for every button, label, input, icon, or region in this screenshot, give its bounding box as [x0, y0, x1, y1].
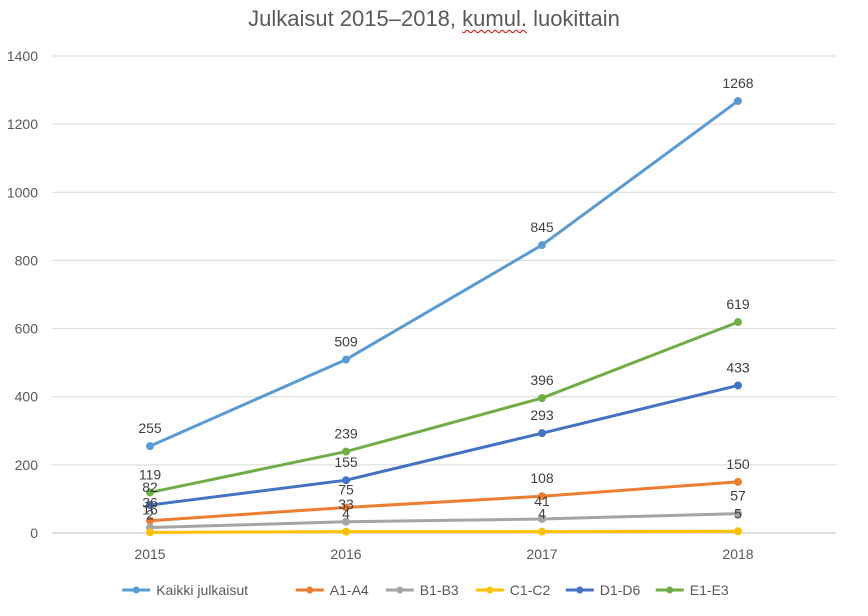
data-point: [734, 318, 742, 327]
y-tick-label: 0: [30, 525, 38, 541]
y-tick-label: 1000: [7, 184, 38, 200]
data-point: [342, 476, 350, 485]
data-point: [146, 501, 154, 510]
data-label: 36: [142, 495, 158, 511]
data-point: [734, 96, 742, 105]
data-point: [734, 477, 742, 486]
legend-swatch-marker: [486, 586, 494, 594]
data-label: 4: [342, 506, 350, 522]
y-tick-label: 1200: [7, 116, 38, 132]
title-part-3: luokittain: [526, 6, 620, 31]
data-label: 33: [338, 496, 354, 512]
title-part-1: Julkaisut 2015–2018,: [248, 6, 463, 31]
data-label: 2: [146, 506, 154, 522]
series-line-1: [148, 480, 740, 523]
y-tick-label: 200: [15, 457, 39, 473]
data-label: 293: [530, 407, 554, 423]
data-label: 255: [138, 420, 162, 436]
y-tick-label: 800: [15, 252, 39, 268]
data-point: [538, 394, 546, 403]
data-label: 155: [334, 454, 358, 470]
legend-entry-label: D1-D6: [600, 582, 641, 598]
series-line-4: [148, 383, 740, 507]
y-tick-label: 1400: [7, 48, 38, 64]
x-tick-label: 2015: [134, 546, 165, 562]
data-label: 396: [530, 372, 554, 388]
data-point: [538, 241, 546, 250]
data-point: [146, 528, 154, 537]
data-point: [342, 447, 350, 456]
legend-swatch-marker: [576, 586, 584, 594]
legend-entry-label: Kaikki julkaisut: [156, 582, 248, 598]
data-point: [342, 355, 350, 364]
data-point: [342, 527, 350, 536]
data-point: [734, 527, 742, 536]
data-point: [538, 515, 546, 524]
y-tick-label: 600: [15, 321, 39, 337]
data-point: [538, 492, 546, 501]
data-point: [734, 509, 742, 518]
data-point: [538, 527, 546, 536]
data-label: 5: [734, 505, 742, 521]
x-tick-label: 2016: [330, 546, 361, 562]
x-tick-label: 2018: [722, 546, 753, 562]
series-line-2: [148, 512, 740, 530]
series-line-0: [148, 99, 740, 448]
legend-swatch-marker: [396, 586, 404, 594]
title-part-2-spellcheck: kumul.: [462, 6, 527, 31]
data-point: [538, 429, 546, 438]
data-label: 119: [139, 466, 162, 482]
data-point: [734, 381, 742, 390]
series-line-5: [148, 320, 740, 494]
data-point: [146, 442, 154, 451]
legend-swatch-marker: [132, 586, 140, 594]
data-label: 4: [538, 506, 546, 522]
data-label: 82: [142, 479, 158, 495]
x-tick-label: 2017: [526, 546, 557, 562]
chart-title: Julkaisut 2015–2018, kumul. luokittain: [0, 6, 868, 32]
data-label: 433: [726, 359, 750, 375]
data-label: 108: [530, 470, 554, 486]
legend-swatch-marker: [306, 586, 314, 594]
data-point: [146, 488, 154, 497]
data-point: [342, 517, 350, 526]
data-label: 75: [338, 481, 354, 497]
data-label: 845: [530, 219, 554, 235]
data-label: 239: [334, 426, 358, 442]
legend-entry-label: E1-E3: [690, 582, 729, 598]
legend-entry-label: A1-A4: [330, 582, 369, 598]
data-label: 1268: [722, 75, 753, 91]
data-label: 41: [534, 493, 550, 509]
legend-entry-label: C1-C2: [510, 582, 551, 598]
data-label: 509: [334, 334, 358, 350]
data-label: 619: [726, 296, 750, 312]
data-point: [342, 503, 350, 512]
data-label: 16: [142, 502, 158, 518]
y-tick-label: 400: [15, 389, 39, 405]
legend-entry-label: B1-B3: [420, 582, 459, 598]
series-line-3: [148, 529, 740, 534]
data-label: 150: [726, 456, 750, 472]
legend-swatch-marker: [666, 586, 674, 594]
data-label: 57: [730, 488, 746, 504]
